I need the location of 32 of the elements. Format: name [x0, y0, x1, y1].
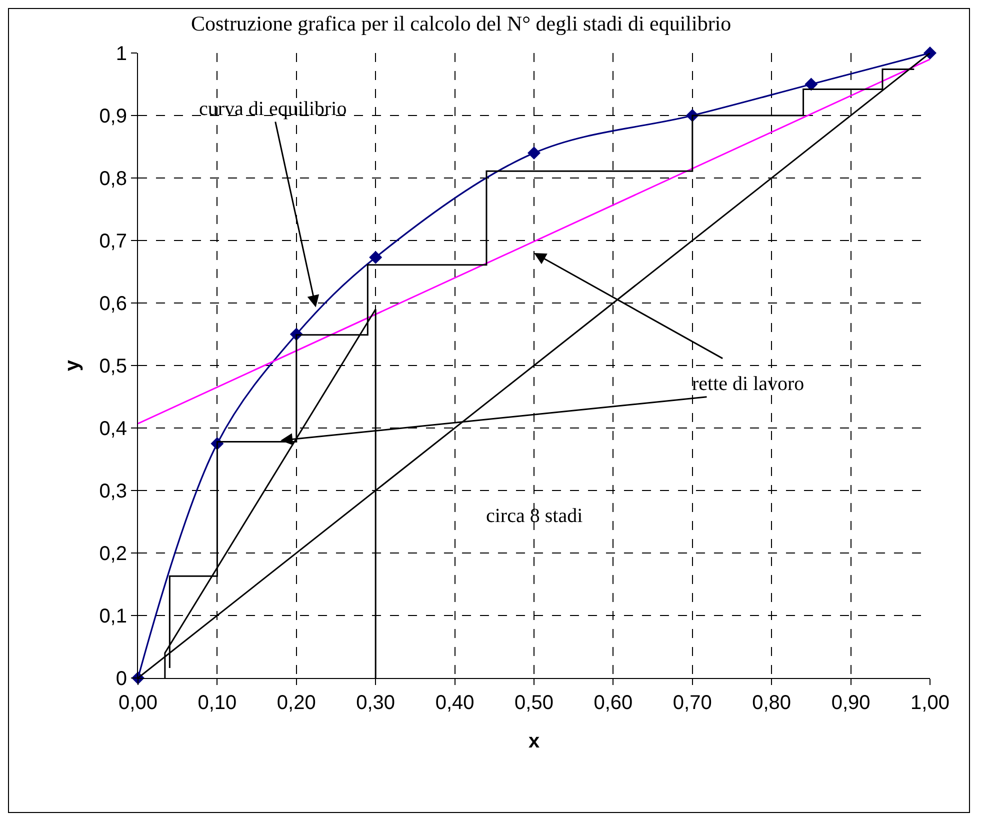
point — [804, 78, 818, 91]
y-tick-label: 0,6 — [99, 293, 127, 315]
x-tick-label: 0,60 — [594, 692, 633, 714]
x-tick-label: 1,00 — [910, 692, 950, 714]
y-tick-label: 0,2 — [99, 543, 127, 565]
x-tick-label: 0,80 — [752, 692, 792, 714]
y-tick-label: 0,8 — [99, 168, 127, 190]
y-tick-label: 0,5 — [99, 356, 127, 378]
x-tick-label: 0,70 — [672, 692, 712, 714]
point — [369, 250, 382, 264]
x-tick-label: 0,00 — [118, 692, 158, 714]
point — [528, 146, 540, 160]
y-tick-label: 1 — [116, 43, 127, 65]
x-tick-label: 0,10 — [198, 692, 237, 714]
annotation: rette di lavoro — [692, 373, 804, 395]
y-tick-label: 0,9 — [99, 106, 127, 128]
y-tick-label: 0,3 — [99, 480, 127, 502]
y-tick-label: 0,4 — [99, 418, 127, 440]
annotation: circa 8 stadi — [486, 505, 584, 527]
point — [924, 46, 936, 60]
y-tick-label: 0,7 — [99, 230, 127, 252]
x-tick-label: 0,50 — [514, 692, 554, 714]
chart-title: Costruzione grafica per il calcolo del N° degli stadi di equilibrio — [190, 11, 732, 36]
x-tick-label: 0,40 — [435, 692, 474, 714]
x-tick-label: 0,30 — [356, 692, 396, 714]
y-axis-title: y — [62, 359, 84, 372]
x-tick-label: 0,20 — [276, 692, 316, 714]
x-tick-label: 0,90 — [831, 692, 870, 714]
x-axis-title: x — [528, 730, 540, 752]
y-tick-label: 0,1 — [99, 606, 127, 628]
y-tick-label: 0 — [116, 668, 127, 690]
annotation: curva di equilibrio — [199, 98, 347, 120]
